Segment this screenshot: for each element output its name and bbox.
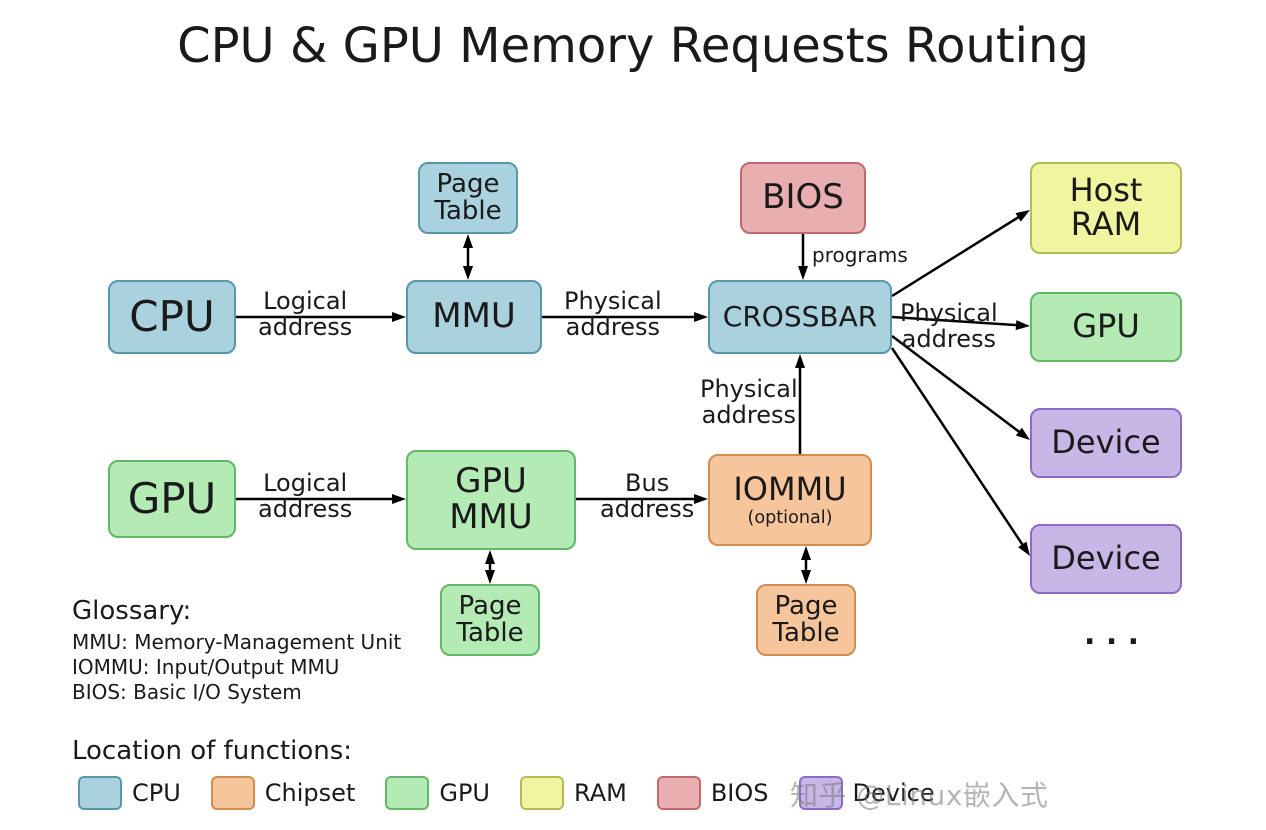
legend-item-cpu: CPU <box>78 776 181 810</box>
legend-label-bios: BIOS <box>711 779 769 807</box>
node-gpu_mmu-label: GPU MMU <box>449 464 533 535</box>
ellipsis-dots: . . . <box>1084 618 1139 651</box>
node-device1-label: Device <box>1051 426 1160 460</box>
edge-label-pa_v: Physical address <box>700 376 798 429</box>
node-mmu-label: MMU <box>432 299 516 335</box>
node-pt_gpu: Page Table <box>440 584 540 656</box>
node-iommu-label: IOMMU <box>733 473 846 507</box>
node-host_ram: Host RAM <box>1030 162 1182 254</box>
legend-label-cpu: CPU <box>132 779 181 807</box>
legend-item-chipset: Chipset <box>211 776 356 810</box>
legend-label-gpu: GPU <box>439 779 490 807</box>
node-device2: Device <box>1030 524 1182 594</box>
node-cpu: CPU <box>108 280 236 354</box>
node-gpu_mmu: GPU MMU <box>406 450 576 550</box>
glossary-line-2: BIOS: Basic I/O System <box>72 680 401 705</box>
legend-swatch-ram <box>520 776 564 810</box>
node-crossbar: CROSSBAR <box>708 280 892 354</box>
legend-item-ram: RAM <box>520 776 627 810</box>
edge-label-pa_r: Physical address <box>900 300 998 353</box>
legend-swatch-chipset <box>211 776 255 810</box>
legend-title: Location of functions: <box>72 736 352 766</box>
legend-swatch-bios <box>657 776 701 810</box>
node-cpu-label: CPU <box>129 295 214 339</box>
edge-label-prog: programs <box>812 244 908 266</box>
glossary-line-0: MMU: Memory-Management Unit <box>72 630 401 655</box>
node-pt_iommu: Page Table <box>756 584 856 656</box>
node-gpu_out: GPU <box>1030 292 1182 362</box>
glossary-lines: MMU: Memory-Management UnitIOMMU: Input/… <box>72 630 401 705</box>
legend-swatch-gpu <box>385 776 429 810</box>
legend-item-bios: BIOS <box>657 776 769 810</box>
edge-label-la2: Logical address <box>258 470 352 523</box>
diagram-title: CPU & GPU Memory Requests Routing <box>0 18 1266 74</box>
node-gpu-label: GPU <box>128 477 217 521</box>
legend-label-ram: RAM <box>574 779 627 807</box>
glossary: Glossary: MMU: Memory-Management UnitIOM… <box>72 596 401 705</box>
node-mmu: MMU <box>406 280 542 354</box>
diagram-canvas: CPU & GPU Memory Requests Routing CPU Pag… <box>0 0 1266 830</box>
glossary-header: Glossary: <box>72 596 401 626</box>
node-crossbar-label: CROSSBAR <box>723 302 877 331</box>
glossary-line-1: IOMMU: Input/Output MMU <box>72 655 401 680</box>
node-pt_gpu-label: Page Table <box>456 593 523 648</box>
node-gpu_out-label: GPU <box>1072 310 1140 344</box>
node-bios-label: BIOS <box>762 180 844 216</box>
edge-label-bus: Bus address <box>600 470 694 523</box>
node-pt_cpu-label: Page Table <box>434 171 501 226</box>
node-iommu-sublabel: (optional) <box>747 509 832 527</box>
edge-label-la1: Logical address <box>258 288 352 341</box>
legend-item-gpu: GPU <box>385 776 490 810</box>
node-host_ram-label: Host RAM <box>1070 174 1143 241</box>
node-iommu: IOMMU (optional) <box>708 454 872 546</box>
node-gpu: GPU <box>108 460 236 538</box>
node-bios: BIOS <box>740 162 866 234</box>
node-device2-label: Device <box>1051 542 1160 576</box>
legend-label-chipset: Chipset <box>265 779 356 807</box>
node-pt_iommu-label: Page Table <box>772 593 839 648</box>
edge-label-pa1: Physical address <box>564 288 662 341</box>
watermark: 知乎 @Linux嵌入式 <box>790 774 1048 814</box>
legend-swatch-cpu <box>78 776 122 810</box>
node-pt_cpu: Page Table <box>418 162 518 234</box>
node-device1: Device <box>1030 408 1182 478</box>
